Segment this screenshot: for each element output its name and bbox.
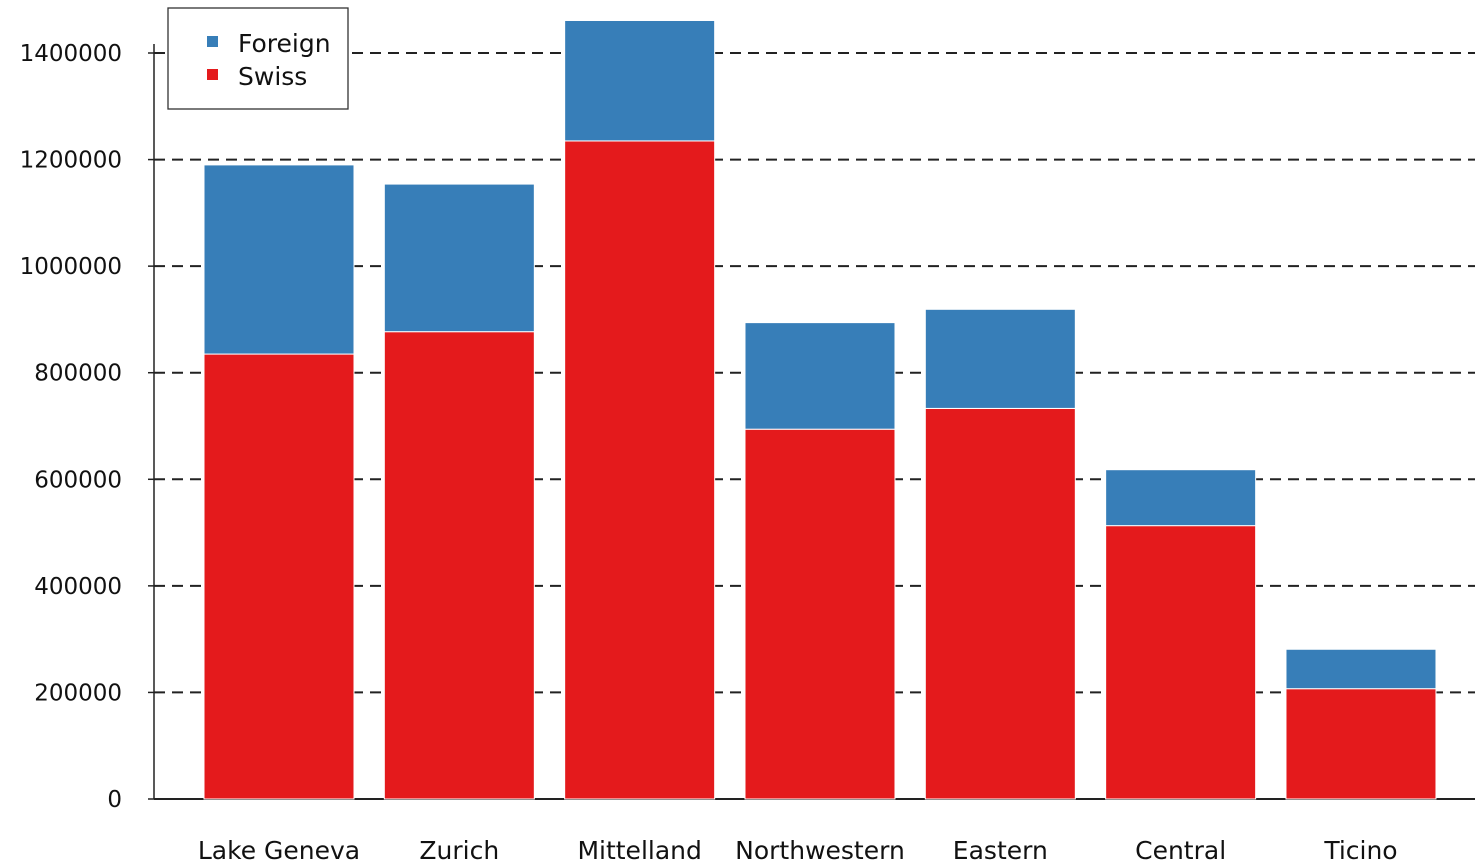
bar-foreign-ticino — [1285, 648, 1437, 690]
bars — [203, 19, 1437, 800]
y-tick-label: 200000 — [34, 680, 122, 706]
bar-swiss-lake-geneva — [203, 353, 355, 800]
y-tick-label: 1200000 — [20, 148, 122, 174]
bar-swiss-zurich — [383, 331, 535, 800]
bar-foreign-central — [1105, 469, 1257, 527]
bar-foreign-northwestern — [744, 322, 896, 430]
y-tick-label: 600000 — [34, 467, 122, 493]
bar-foreign-lake-geneva — [203, 164, 355, 355]
legend: Foreign Swiss — [167, 7, 349, 110]
legend-box — [167, 7, 349, 110]
y-tick-label: 0 — [107, 787, 122, 813]
y-tick-label: 400000 — [34, 574, 122, 600]
bar-swiss-ticino — [1285, 688, 1437, 800]
y-tick-label: 800000 — [34, 361, 122, 387]
x-category-label: Mittelland — [577, 836, 701, 863]
y-tick-labels: 0 200000 400000 600000 800000 1000000 1200000 1… — [20, 41, 154, 813]
legend-label-swiss: Swiss — [238, 62, 307, 91]
bar-foreign-zurich — [383, 183, 535, 333]
y-tick-label: 1000000 — [20, 254, 122, 280]
legend-swatch-foreign — [207, 36, 218, 47]
x-category-label: Ticino — [1323, 836, 1397, 863]
x-category-label: Central — [1135, 836, 1226, 863]
bar-foreign-mittelland — [564, 19, 716, 142]
bar-swiss-central — [1105, 525, 1257, 800]
legend-swatch-swiss — [207, 69, 218, 80]
x-category-label: Eastern — [953, 836, 1048, 863]
x-category-labels: Lake Geneva Zurich Mittelland Northwestern E… — [198, 836, 1398, 863]
x-category-label: Lake Geneva — [198, 836, 360, 863]
x-category-label: Northwestern — [735, 836, 905, 863]
bar-swiss-northwestern — [744, 428, 896, 800]
bar-swiss-eastern — [924, 407, 1076, 800]
legend-label-foreign: Foreign — [238, 29, 331, 58]
bar-swiss-mittelland — [564, 140, 716, 800]
y-tick-label: 1400000 — [20, 41, 122, 67]
bar-foreign-eastern — [924, 308, 1076, 409]
x-category-label: Zurich — [419, 836, 499, 863]
